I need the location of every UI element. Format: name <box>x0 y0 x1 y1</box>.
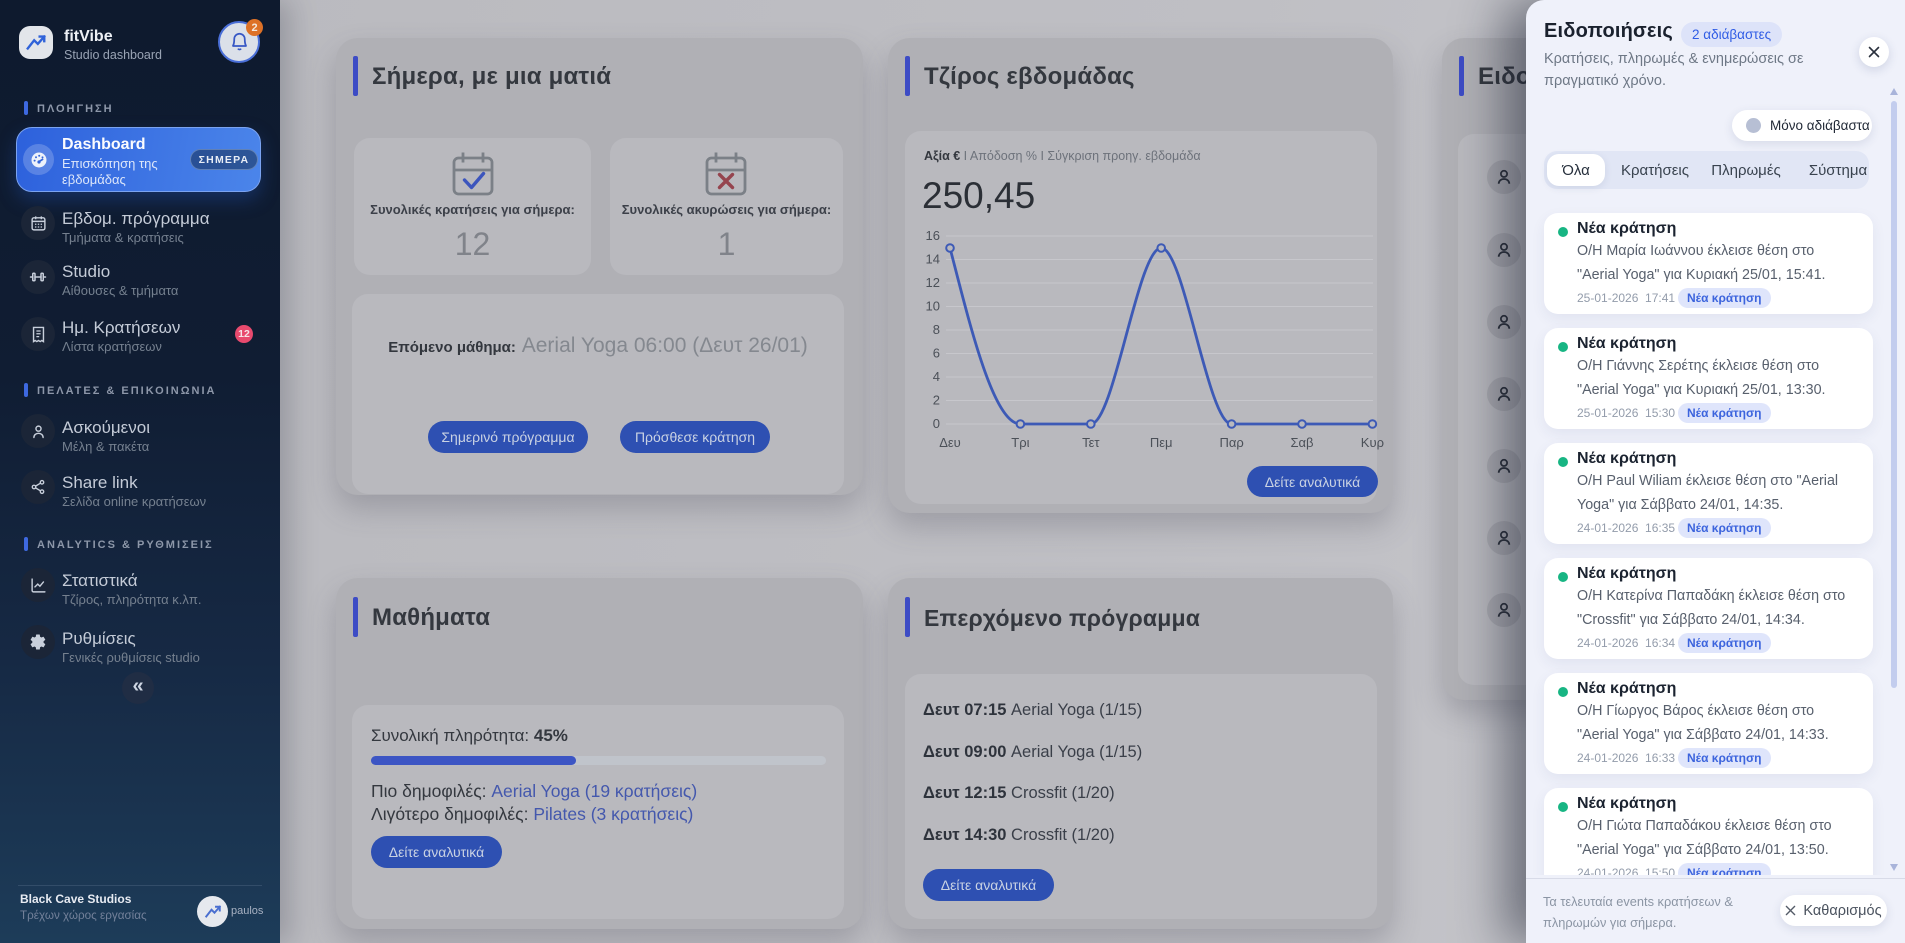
svg-text:Δευ: Δευ <box>939 435 961 450</box>
svg-text:10: 10 <box>926 299 940 314</box>
svg-text:2: 2 <box>933 393 940 408</box>
svg-text:Τρι: Τρι <box>1011 435 1029 450</box>
svg-text:Παρ: Παρ <box>1219 435 1243 450</box>
svg-text:8: 8 <box>933 322 940 337</box>
svg-text:6: 6 <box>933 346 940 361</box>
svg-text:0: 0 <box>933 416 940 431</box>
svg-text:12: 12 <box>926 275 940 290</box>
svg-text:Πεμ: Πεμ <box>1150 435 1173 450</box>
svg-text:14: 14 <box>926 252 940 267</box>
svg-text:16: 16 <box>926 228 940 243</box>
svg-text:4: 4 <box>933 369 940 384</box>
svg-text:Τετ: Τετ <box>1082 435 1100 450</box>
svg-text:Κυρ: Κυρ <box>1361 435 1384 450</box>
svg-text:Σαβ: Σαβ <box>1290 435 1313 450</box>
